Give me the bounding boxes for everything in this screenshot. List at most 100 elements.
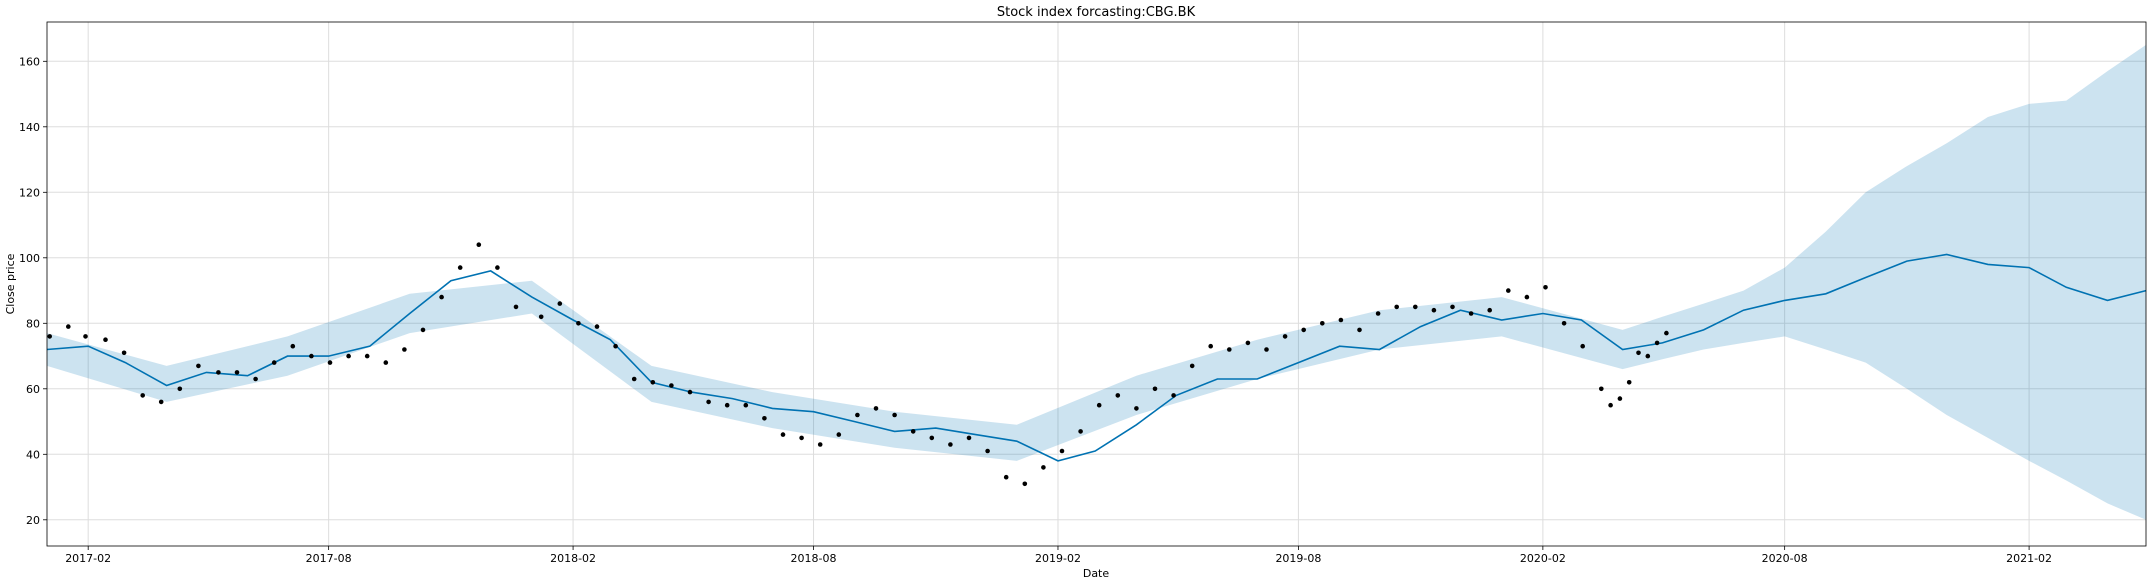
observed-point — [1338, 317, 1344, 323]
observed-point — [650, 380, 656, 385]
x-tick-label: 2018-02 — [550, 552, 596, 565]
observed-point — [66, 324, 71, 329]
observed-point — [1245, 340, 1251, 346]
observed-point — [1208, 343, 1213, 349]
observed-point — [1413, 304, 1418, 310]
observed-point — [873, 406, 879, 411]
observed-point — [364, 353, 370, 359]
observed-point — [1450, 304, 1455, 310]
observed-point — [855, 412, 860, 418]
observed-point — [929, 435, 935, 441]
x-tick-label: 2019-08 — [1275, 552, 1321, 565]
observed-point — [799, 435, 804, 441]
x-axis: 2017-02 2017-08 2018-02 2018-08 2019-02 2019-… — [65, 546, 2052, 565]
observed-point — [253, 376, 258, 382]
observed-point — [724, 402, 730, 408]
observed-point — [1301, 327, 1306, 333]
x-tick-label: 2020-02 — [1520, 552, 1566, 565]
observed-point — [402, 347, 407, 352]
observed-point — [476, 242, 482, 247]
observed-point — [420, 327, 426, 333]
observed-point — [985, 448, 990, 454]
observed-point — [1357, 327, 1362, 333]
observed-point — [1375, 311, 1381, 316]
observed-point — [1617, 396, 1623, 401]
grid — [47, 22, 2146, 546]
y-axis: 20 40 60 80 100 120 140 160 — [19, 55, 47, 527]
observed-point — [1041, 465, 1046, 470]
observed-point — [576, 321, 581, 326]
observed-point — [780, 432, 786, 437]
observed-point — [1171, 393, 1176, 398]
observed-point — [1608, 402, 1613, 408]
observed-point — [1320, 321, 1325, 326]
observed-point — [743, 402, 749, 408]
y-tick-label: 20 — [26, 514, 40, 527]
observed-point — [234, 370, 240, 375]
observed-point — [1654, 340, 1660, 346]
observed-point — [1543, 285, 1548, 290]
observed-point — [1096, 402, 1102, 408]
observed-point — [327, 360, 333, 365]
forecast-line — [46, 253, 2147, 462]
observed-point — [140, 393, 145, 398]
observed-point — [1524, 294, 1530, 300]
observed-point — [1003, 474, 1009, 480]
observed-point — [158, 399, 164, 405]
observed-point — [1189, 363, 1195, 369]
observed-point — [910, 429, 916, 434]
observed-point — [177, 386, 183, 392]
x-tick-label: 2021-02 — [2006, 552, 2052, 565]
observed-point — [495, 265, 500, 270]
observed-point — [1134, 406, 1139, 411]
observed-point — [706, 399, 711, 405]
uncertainty-band — [47, 44, 2146, 520]
observed-point — [1227, 347, 1232, 352]
observed-point — [1664, 330, 1669, 336]
x-axis-title: Date — [1083, 567, 1110, 580]
observed-point — [121, 350, 127, 356]
chart-title: Stock index forcasting:CBG.BK — [997, 5, 1196, 20]
observed-point — [594, 324, 600, 329]
y-tick-label: 60 — [26, 383, 40, 396]
y-tick-label: 120 — [19, 186, 40, 199]
y-tick-label: 100 — [19, 252, 40, 265]
observed-point — [1059, 448, 1065, 454]
observed-point — [439, 294, 444, 300]
observed-point — [687, 389, 693, 395]
observed-point — [892, 412, 897, 418]
observed-point — [1580, 343, 1585, 349]
observed-point — [1645, 353, 1651, 359]
observed-point — [383, 360, 389, 365]
observed-point — [762, 416, 767, 421]
plot-frame — [46, 21, 2147, 547]
observed-point — [557, 301, 563, 306]
observed-point — [948, 442, 953, 447]
observed-point — [1078, 429, 1083, 434]
observed-point — [817, 442, 823, 447]
observed-point — [1636, 350, 1641, 356]
observed-point — [457, 265, 463, 270]
observed-point — [1115, 393, 1121, 398]
observed-point — [309, 353, 314, 359]
y-tick-label: 160 — [19, 55, 40, 68]
observed-point — [966, 435, 972, 441]
observed-point — [1561, 321, 1567, 326]
observed-point — [1487, 307, 1492, 313]
observed-point — [1468, 311, 1474, 316]
x-tick-label: 2019-02 — [1035, 552, 1081, 565]
observed-point — [346, 353, 351, 359]
observed-point — [1626, 380, 1632, 385]
observed-point — [513, 304, 519, 310]
observed-point — [103, 337, 108, 343]
observed-point — [1264, 347, 1269, 352]
observed-point — [1152, 386, 1158, 392]
observed-point — [836, 432, 842, 437]
x-tick-label: 2018-08 — [791, 552, 837, 565]
observed-point — [196, 363, 201, 369]
observed-point — [83, 334, 88, 339]
observed-point — [47, 334, 52, 339]
observed-point — [1282, 334, 1288, 339]
